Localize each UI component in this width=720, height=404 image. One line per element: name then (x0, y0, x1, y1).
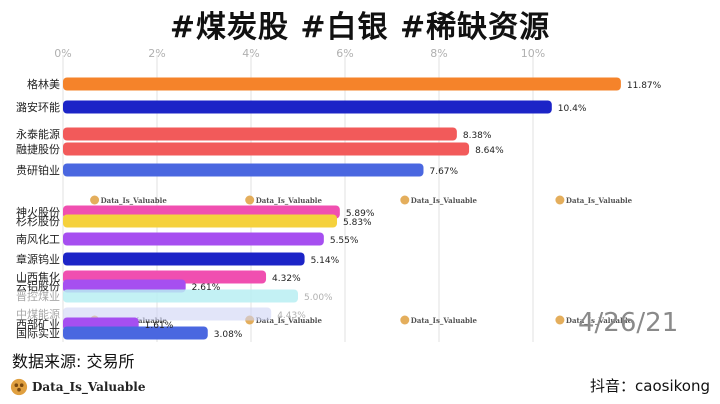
value-label: 11.87% (627, 81, 662, 91)
bar (63, 214, 338, 228)
category-label: 西部矿业 (16, 317, 60, 331)
watermark-text: Data_Is_Valuable (256, 316, 323, 325)
watermark-text: Data_Is_Valuable (101, 196, 168, 205)
category-label: 晋控煤业 (16, 289, 60, 303)
category-label: 国际实业 (16, 326, 60, 340)
brand-watermark: Data_Is_Valuable (10, 377, 146, 397)
watermark: Data_Is_Valuable (90, 195, 168, 205)
bar (63, 252, 305, 266)
category-label: 南风化工 (16, 232, 60, 246)
value-label: 5.14% (311, 256, 340, 266)
category-label: 神火股份 (16, 205, 60, 219)
x-tick-label: 2% (148, 47, 165, 60)
bar (63, 100, 552, 114)
bar (63, 163, 424, 177)
watermark-logo-icon (555, 315, 565, 325)
bar (63, 279, 186, 293)
category-label: 杉杉股份 (16, 214, 60, 228)
x-tick-label: 0% (54, 47, 71, 60)
watermark-logo-icon (400, 195, 410, 205)
watermark-text: Data_Is_Valuable (411, 316, 478, 325)
tiktok-handle: 抖音：caosikong (590, 377, 710, 395)
bar (63, 77, 621, 91)
category-labels: 格林美潞安环能永泰能源融捷股份贵研铂业神火股份杉杉股份南风化工章源钨业山西焦化云… (16, 77, 60, 340)
watermark-logo-icon (400, 315, 410, 325)
value-label: 3.08% (214, 330, 243, 340)
value-label: 5.00% (304, 293, 333, 303)
watermark-logo-icon (555, 195, 565, 205)
watermark-text: Data_Is_Valuable (411, 196, 478, 205)
bar (63, 307, 272, 321)
value-label: 1.61% (145, 321, 174, 331)
brand-name: Data_Is_Valuable (32, 380, 146, 394)
x-tick-label: 4% (242, 47, 259, 60)
bar (63, 289, 298, 303)
watermark-text: Data_Is_Valuable (256, 196, 323, 205)
watermark-text: Data_Is_Valuable (566, 196, 633, 205)
watermark: Data_Is_Valuable (400, 315, 478, 325)
value-label: 5.83% (343, 218, 372, 228)
x-tick-label: 10% (521, 47, 545, 60)
category-label: 贵研铂业 (16, 163, 60, 177)
bars (63, 77, 621, 340)
category-label: 山西焦化 (16, 270, 60, 284)
x-tick-label: 8% (430, 47, 447, 60)
bar (63, 232, 324, 246)
value-label: 4.43% (277, 311, 306, 321)
x-tick-label: 6% (336, 47, 353, 60)
watermark-logo-icon (90, 195, 100, 205)
value-label: 5.55% (330, 236, 359, 246)
category-label: 潞安环能 (16, 100, 60, 114)
date-label: 4/26/21 (578, 308, 679, 338)
value-label: 10.4% (558, 104, 587, 114)
watermark: Data_Is_Valuable (555, 315, 633, 325)
watermark-logo-icon (245, 195, 255, 205)
value-labels: 11.87% 10.4% 8.38% 8.64% 7.67% 5.89%5.83% 5.55… (145, 81, 662, 340)
bar (63, 326, 208, 340)
value-label: 8.64% (475, 146, 504, 156)
category-label: 永泰能源 (16, 127, 60, 141)
category-label: 格林美 (27, 77, 60, 91)
watermark: Data_Is_Valuable (555, 195, 633, 205)
chart-title: #煤炭股 #白银 #稀缺资源 (169, 10, 551, 45)
watermark: Data_Is_Valuable (245, 195, 323, 205)
watermark-text: Data_Is_Valuable (566, 316, 633, 325)
category-label: 融捷股份 (16, 142, 60, 156)
bar (63, 142, 470, 156)
watermark: Data_Is_Valuable (400, 195, 478, 205)
value-label: 2.61% (192, 283, 221, 293)
brand-logo-icon (10, 378, 28, 396)
category-label: 章源钨业 (16, 252, 60, 266)
x-axis-ticks: 0% 2% 4% 6% 8% 10% (54, 47, 545, 60)
category-label: 中煤能源 (16, 307, 60, 321)
bar (63, 127, 457, 141)
data-source: 数据来源: 交易所 (12, 352, 135, 371)
category-label: 云铝股份 (16, 279, 60, 293)
value-label: 5.89% (346, 209, 375, 219)
value-label: 7.67% (429, 167, 458, 177)
value-label: 4.32% (272, 274, 301, 284)
value-label: 8.38% (463, 131, 492, 141)
